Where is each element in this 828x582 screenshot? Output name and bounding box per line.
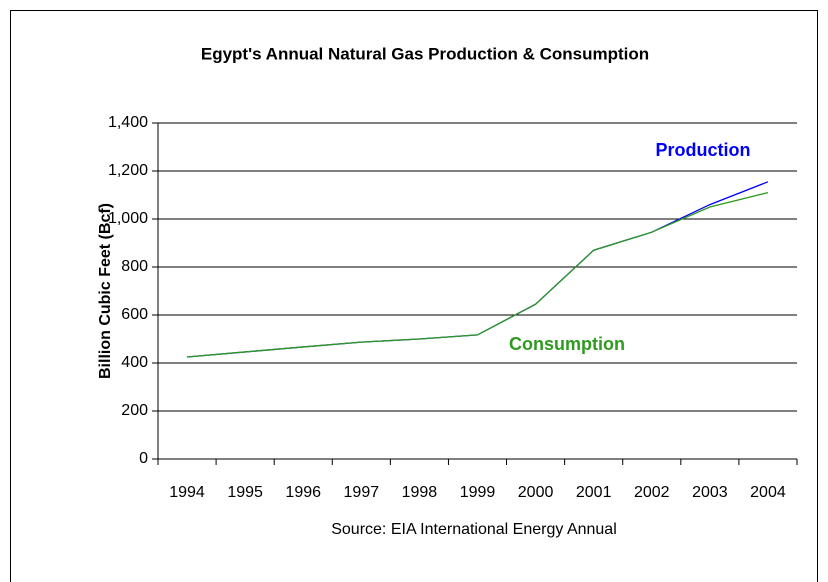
x-tick-label: 1997 (344, 484, 380, 501)
y-tick-label: 800 (121, 258, 148, 275)
x-tick-label: 2004 (750, 484, 786, 501)
x-tick-label: 1994 (169, 484, 205, 501)
series-line (186, 191, 769, 358)
chart-title: Egypt's Annual Natural Gas Production & … (201, 44, 649, 63)
x-tick-label: 2000 (518, 484, 554, 501)
y-tick-label: 1,200 (108, 162, 148, 179)
y-axis-label: Billion Cubic Feet (Bcf) (97, 203, 114, 379)
y-tick-label: 0 (139, 450, 148, 467)
y-tick-label: 600 (121, 306, 148, 323)
y-tick-label: 200 (121, 402, 148, 419)
y-tick-label: 1,400 (108, 114, 148, 131)
chart-border (10, 10, 818, 582)
y-tick-label: 400 (121, 354, 148, 371)
source-note: Source: EIA International Energy Annual (331, 521, 617, 538)
x-tick-label: 1998 (402, 484, 438, 501)
series-label: Production (656, 140, 751, 160)
x-tick-label: 1995 (227, 484, 263, 501)
y-tick-label: 1,000 (108, 210, 148, 227)
x-tick-label: 2003 (692, 484, 728, 501)
x-tick-label: 2001 (576, 484, 612, 501)
x-tick-label: 1999 (460, 484, 496, 501)
x-tick-label: 2002 (634, 484, 670, 501)
x-tick-label: 1996 (285, 484, 321, 501)
series-line (186, 181, 769, 358)
series-label: Consumption (509, 334, 625, 354)
